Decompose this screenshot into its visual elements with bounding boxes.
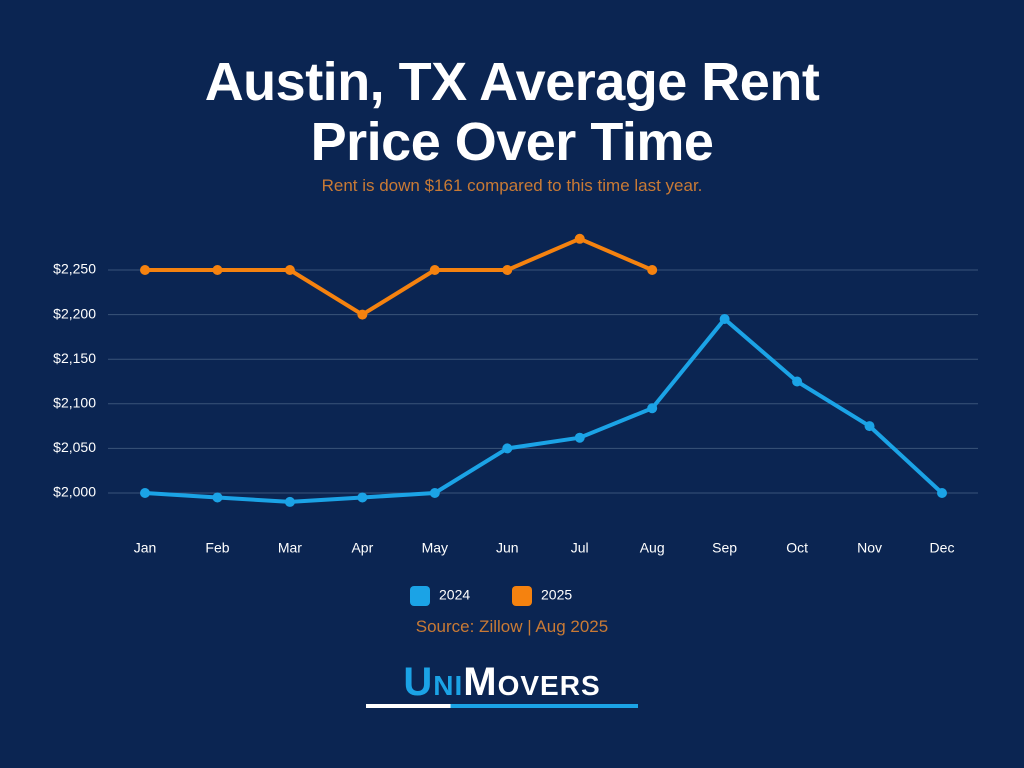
- legend-label: 2025: [541, 587, 572, 603]
- data-point: [212, 492, 223, 503]
- x-tick-label: Apr: [351, 540, 373, 556]
- data-point: [719, 314, 730, 325]
- x-tick-label: Dec: [930, 540, 955, 556]
- data-point: [140, 265, 150, 275]
- y-tick-label: $2,250: [53, 261, 96, 277]
- x-tick-label: Jun: [496, 540, 519, 556]
- data-point: [864, 421, 875, 432]
- chart-subtitle: Rent is down $161 compared to this time …: [321, 176, 703, 195]
- data-point: [574, 233, 585, 244]
- data-point: [357, 492, 368, 503]
- data-point: [429, 488, 440, 498]
- y-tick-label: $2,150: [53, 350, 96, 366]
- data-point: [284, 265, 295, 275]
- logo: UniMovers: [362, 660, 642, 705]
- data-point: [792, 376, 803, 387]
- chart-title: Austin, TX Average Rent Price Over Time: [204, 52, 820, 172]
- logo-underline: [366, 704, 638, 708]
- x-tick-label: Mar: [278, 540, 302, 556]
- x-tick-label: Sep: [712, 540, 737, 556]
- data-point: [140, 488, 150, 498]
- series-line: [144, 317, 944, 504]
- data-point: [357, 309, 368, 320]
- data-point: [647, 403, 658, 414]
- y-tick-label: $2,100: [53, 395, 96, 411]
- logo-part: Uni: [403, 660, 464, 704]
- y-tick-label: $2,050: [53, 439, 96, 455]
- x-tick-label: May: [422, 540, 448, 556]
- source-note: Source: Zillow | Aug 2025: [415, 617, 609, 636]
- data-point: [574, 432, 585, 443]
- data-point: [647, 265, 658, 275]
- x-tick-label: Jan: [134, 540, 157, 556]
- series-line: [145, 236, 653, 317]
- x-tick-label: Aug: [640, 540, 665, 556]
- y-tick-label: $2,000: [53, 484, 96, 500]
- data-point: [502, 443, 513, 454]
- data-point: [212, 265, 223, 275]
- data-point: [502, 265, 513, 275]
- legend-swatch: [410, 586, 430, 606]
- logo-part: Movers: [463, 660, 601, 704]
- x-tick-label: Oct: [786, 540, 808, 556]
- data-point: [937, 488, 947, 498]
- data-point: [284, 496, 295, 507]
- x-tick-label: Nov: [857, 540, 882, 556]
- x-tick-label: Feb: [205, 540, 229, 556]
- legend-swatch: [512, 586, 532, 606]
- y-tick-label: $2,200: [53, 305, 96, 321]
- legend-label: 2024: [439, 587, 470, 603]
- x-tick-label: Jul: [571, 540, 589, 556]
- data-point: [429, 265, 440, 275]
